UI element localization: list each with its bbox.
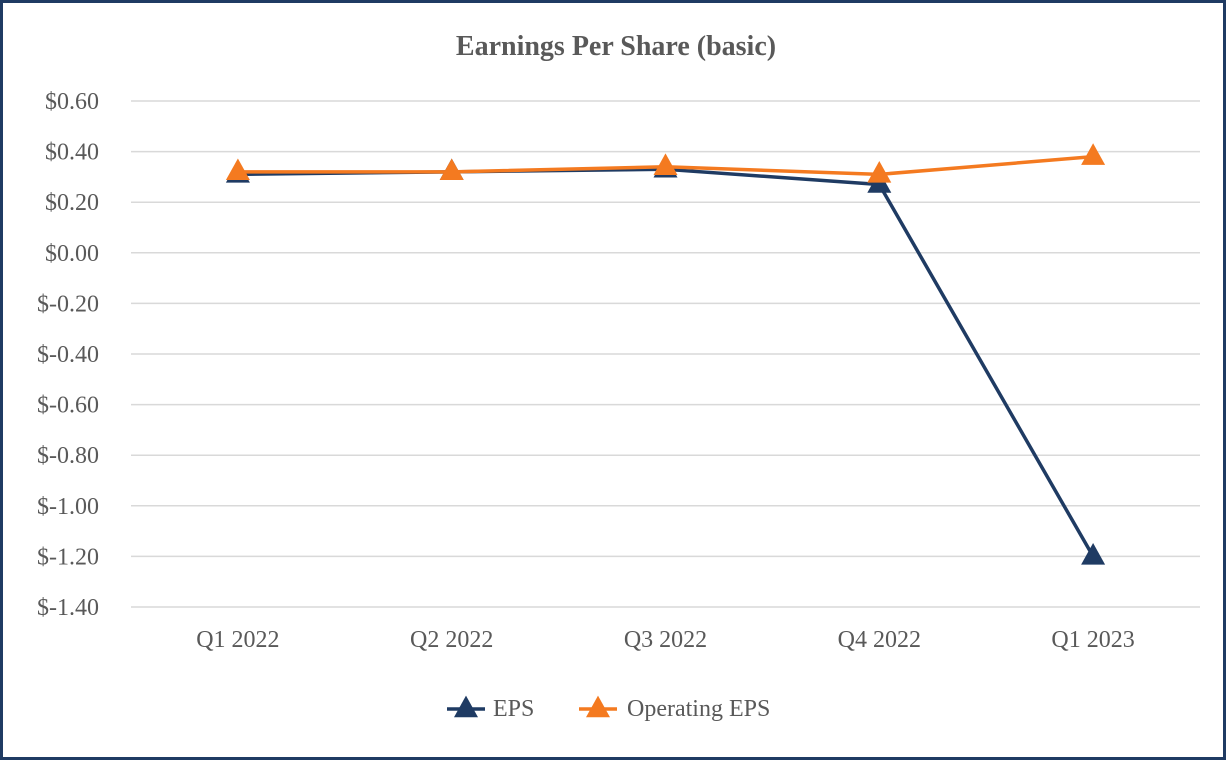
y-tick-label: $-0.20 [37, 291, 99, 317]
legend-marker-icon [454, 695, 478, 718]
x-tick-label: Q3 2022 [624, 627, 707, 653]
y-axis-tick-labels: $0.60 $0.40 $0.20 $0.00 $-0.20 $-0.40 $-0.60 $-… [37, 89, 99, 621]
y-tick-label: $-1.20 [37, 544, 99, 570]
x-tick-label: Q4 2022 [838, 627, 921, 653]
legend-label: EPS [493, 696, 534, 722]
data-point-marker [225, 158, 250, 181]
x-tick-label: Q1 2022 [196, 627, 279, 653]
chart-title: Earnings Per Share (basic) [456, 31, 776, 62]
x-tick-label: Q2 2022 [410, 627, 493, 653]
y-tick-label: $-0.80 [37, 443, 99, 469]
series-eps [225, 155, 1106, 565]
eps-line-chart: Earnings Per Share (basic) $0.60$0.40$0.… [37, 31, 1200, 722]
legend-label: Operating EPS [627, 696, 770, 722]
y-tick-label: $0.20 [45, 190, 99, 216]
series-lines [225, 143, 1106, 565]
data-point-marker [1081, 143, 1106, 165]
y-tick-label: $-1.40 [37, 595, 99, 621]
legend-marker-icon [586, 695, 610, 718]
y-tick-label: $-0.60 [37, 393, 99, 419]
series-operating-eps [225, 143, 1106, 183]
x-tick-label: Q1 2023 [1051, 627, 1134, 653]
data-point-marker [439, 158, 464, 181]
y-tick-label: $0.60 [45, 89, 99, 115]
y-tick-label: $-1.00 [37, 494, 99, 520]
y-tick-label: $-0.40 [37, 342, 99, 368]
data-point-marker [653, 153, 678, 175]
data-point-marker [1081, 543, 1106, 565]
y-tick-label: $0.40 [45, 140, 99, 166]
y-tick-label: $0.00 [45, 241, 99, 267]
data-point-marker [867, 160, 892, 183]
legend-item: Operating EPS [579, 695, 770, 722]
x-axis-tick-labels: Q1 2022 Q2 2022 Q3 2022 Q4 2022 Q1 2023 [196, 627, 1135, 653]
legend: EPS Operating EPS [447, 695, 770, 722]
legend-item: EPS [447, 695, 534, 722]
series-line [237, 167, 1095, 558]
gridlines [131, 100, 1200, 608]
